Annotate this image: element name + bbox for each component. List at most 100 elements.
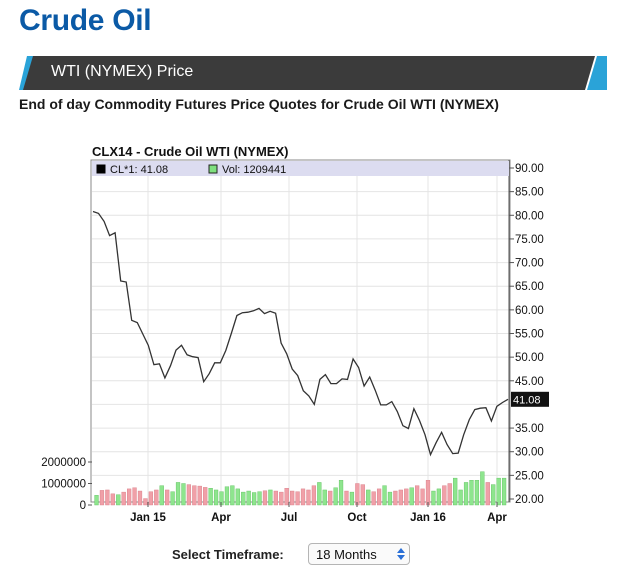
last-price-label: 41.08 [513,394,541,406]
price-tick-label: 25.00 [515,470,544,482]
volume-tick-label: 2000000 [41,457,86,469]
volume-bar [159,485,164,506]
volume-bar [333,487,338,506]
select-arrows-icon [397,548,405,560]
volume-bar [485,482,490,506]
volume-legend-label: Vol: 1209441 [222,164,286,176]
volume-bar [110,493,115,506]
price-tick-label: 90.00 [515,163,544,175]
date-tick-label: Apr [211,512,231,524]
volume-bar [491,484,496,506]
volume-bar [409,487,414,506]
volume-bar [295,491,300,506]
volume-bar [268,489,273,506]
volume-bar [121,491,126,506]
volume-bar [501,477,507,506]
volume-bar [376,488,382,506]
volume-bar [132,487,137,506]
volume-legend-swatch [208,164,218,174]
page-subtitle: End of day Commodity Futures Price Quote… [19,96,499,112]
volume-bar [415,485,420,506]
volume-bar [344,490,349,506]
volume-bar [349,491,355,506]
price-tick-label: 60.00 [515,305,544,317]
volume-tick-label: 1000000 [41,479,86,491]
plot-area [90,159,511,503]
price-chart: 90.00 85.00 80.00 75.00 70.00 65.00 60.00 55.00… [41,144,549,524]
banner-title: WTI (NYMEX) Price [51,63,194,80]
volume-bar [165,489,170,506]
volume-bar [420,488,425,506]
volume-bar [246,490,251,506]
volume-bar [181,483,186,506]
volume-bar [442,485,447,506]
date-tick-label: Jul [281,512,298,524]
volume-bar [94,495,99,506]
volume-bar [192,485,197,506]
volume-axis: 2000000 1000000 0 [41,457,92,512]
date-tick-label: Oct [347,512,366,524]
volume-bar [213,489,219,506]
volume-bar [387,491,393,506]
price-tick-label: 85.00 [515,187,544,199]
price-tick-label: 55.00 [515,329,544,341]
volume-bar [175,482,181,506]
volume-bar [360,484,365,506]
volume-bar [197,485,202,506]
volume-bar [284,488,289,506]
legend-band [92,161,509,176]
date-tick-label: Apr [487,512,507,524]
volume-bar [300,488,306,506]
volume-bar [306,489,311,506]
banner-shape [19,56,607,90]
volume-bars [94,471,507,506]
volume-bar [453,477,458,506]
volume-bar [235,488,240,506]
timeframe-row: Select Timeframe: 18 Months [172,543,432,567]
volume-bar [143,498,148,506]
volume-bar [469,480,474,506]
volume-tick-label: 0 [80,500,86,512]
price-tick-label: 70.00 [515,258,544,270]
date-tick-label: Jan 16 [410,512,446,524]
volume-bar [224,486,230,506]
timeframe-label: Select Timeframe: [172,547,284,562]
chart-title: CLX14 - Crude Oil WTI (NYMEX) [92,144,288,159]
volume-bar [447,483,452,506]
timeframe-value: 18 Months [316,547,377,562]
volume-bar [230,485,235,506]
price-axis: 90.00 85.00 80.00 75.00 70.00 65.00 60.00 55.00… [508,160,544,506]
volume-bar [148,491,153,506]
volume-bar [311,485,317,506]
volume-bar [404,488,409,506]
price-tick-label: 30.00 [515,447,544,459]
volume-bar [241,491,246,506]
volume-bar [262,490,268,506]
volume-bar [127,488,132,506]
volume-bar [328,490,333,506]
price-legend-swatch [96,164,106,174]
timeframe-select[interactable]: 18 Months [308,543,410,565]
volume-bar [154,489,159,506]
volume-bar [480,471,485,506]
volume-bar [393,490,398,506]
volume-bar [496,477,501,506]
volume-bar [463,482,469,506]
price-tick-label: 35.00 [515,423,544,435]
volume-bar [290,490,295,506]
price-line [92,210,509,457]
volume-bar [398,489,403,506]
volume-bar [474,480,480,506]
date-axis: Jan 15 Apr Jul Oct Jan 16 Apr [130,502,507,524]
volume-bar [105,489,110,506]
page-title: Crude Oil [19,4,152,37]
volume-bar [436,488,441,506]
volume-bar [257,491,262,506]
volume-bar [458,489,463,506]
section-banner: WTI (NYMEX) Price [19,56,607,90]
volume-bar [431,490,436,506]
volume-bar [137,490,143,506]
date-tick-label: Jan 15 [130,512,166,524]
last-price-flag [511,391,549,407]
volume-bar [366,489,371,506]
